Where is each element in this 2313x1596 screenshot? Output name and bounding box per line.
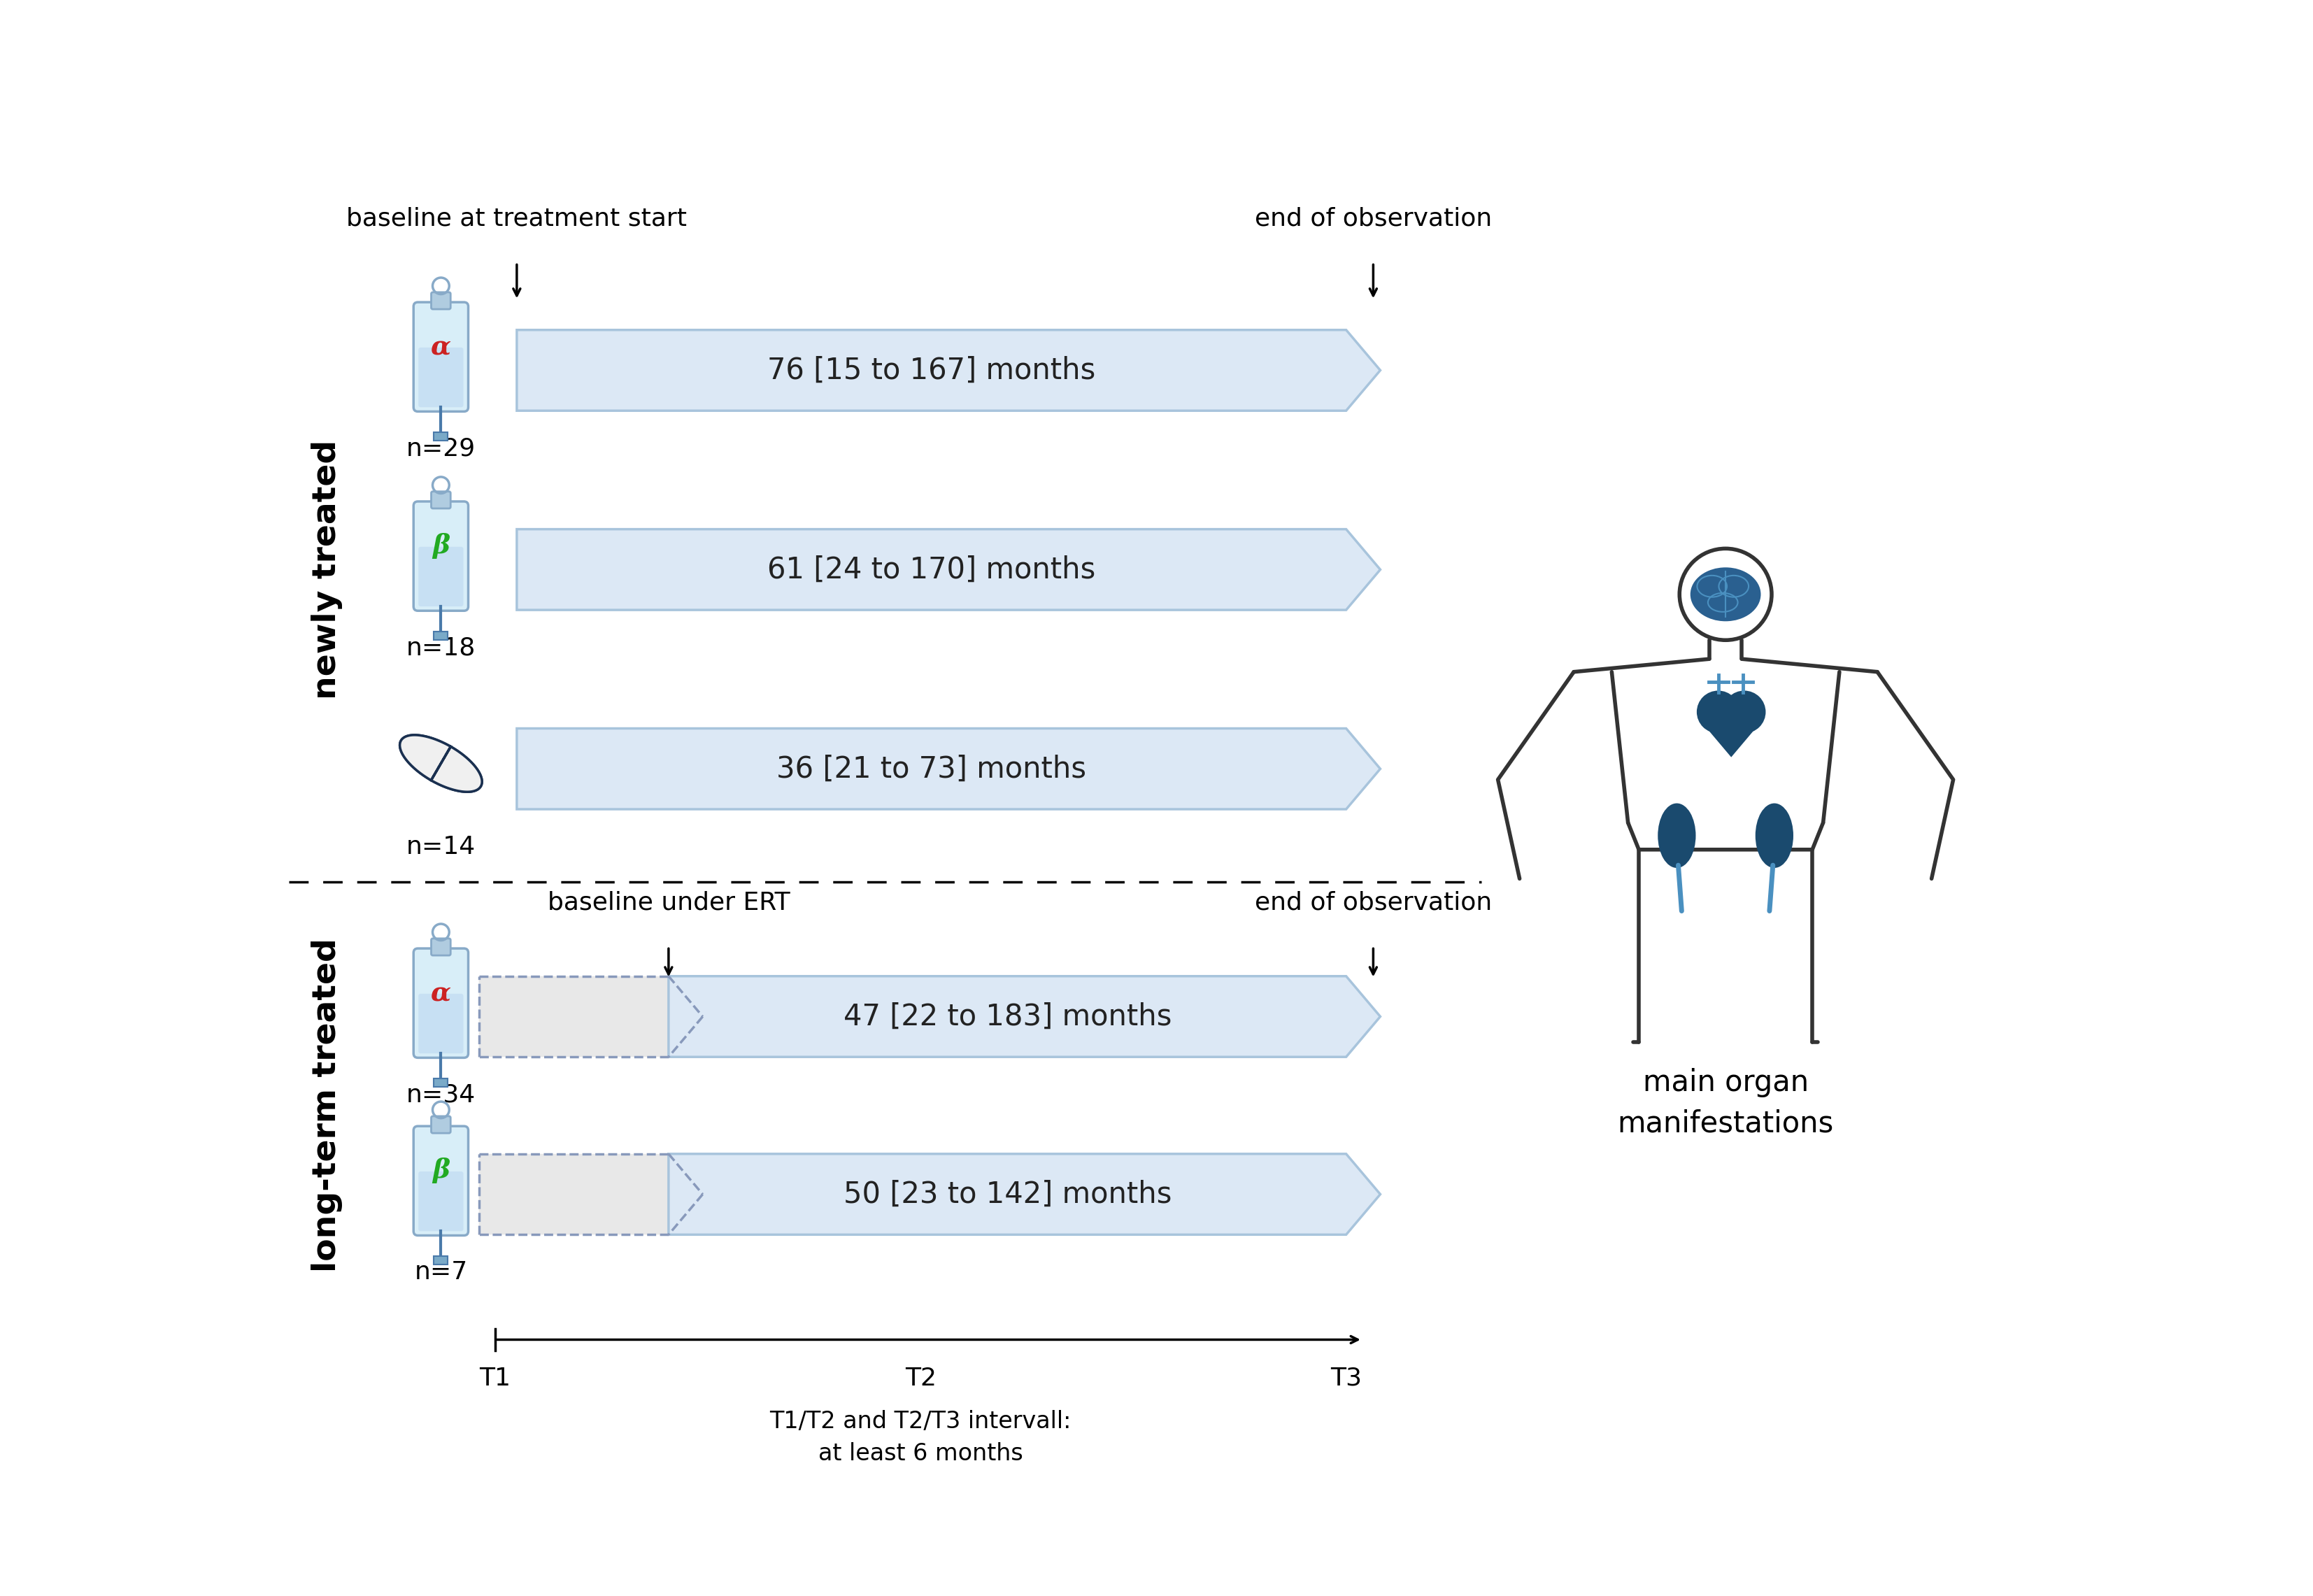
Ellipse shape — [1756, 803, 1793, 868]
Bar — [435, 1256, 449, 1264]
Text: β: β — [433, 533, 449, 559]
FancyBboxPatch shape — [419, 1171, 463, 1231]
Ellipse shape — [1658, 803, 1695, 868]
Text: β: β — [433, 1157, 449, 1184]
Text: T2: T2 — [904, 1366, 937, 1390]
Polygon shape — [400, 736, 481, 792]
Text: n=14: n=14 — [407, 835, 476, 859]
Text: 50 [23 to 142] months: 50 [23 to 142] months — [844, 1179, 1170, 1208]
FancyBboxPatch shape — [414, 1127, 467, 1235]
Text: T1: T1 — [479, 1366, 511, 1390]
Polygon shape — [516, 530, 1381, 610]
Text: T3: T3 — [1330, 1366, 1362, 1390]
Text: end of observation: end of observation — [1254, 891, 1492, 915]
Text: end of observation: end of observation — [1254, 206, 1492, 230]
FancyBboxPatch shape — [414, 948, 467, 1058]
FancyBboxPatch shape — [414, 302, 467, 412]
FancyBboxPatch shape — [419, 994, 463, 1053]
Text: main organ
manifestations: main organ manifestations — [1617, 1068, 1834, 1138]
Text: 76 [15 to 167] months: 76 [15 to 167] months — [768, 356, 1096, 385]
FancyBboxPatch shape — [419, 547, 463, 606]
Polygon shape — [516, 330, 1381, 410]
FancyBboxPatch shape — [414, 501, 467, 611]
Polygon shape — [400, 736, 481, 792]
Text: n=18: n=18 — [407, 635, 476, 659]
Circle shape — [1723, 691, 1765, 733]
Text: n=34: n=34 — [407, 1082, 476, 1106]
Polygon shape — [516, 728, 1381, 809]
Polygon shape — [479, 1154, 703, 1235]
Ellipse shape — [1691, 568, 1760, 621]
Text: α: α — [430, 980, 451, 1005]
Bar — [435, 1079, 449, 1087]
FancyBboxPatch shape — [430, 292, 451, 310]
Text: n=29: n=29 — [407, 437, 476, 460]
FancyBboxPatch shape — [419, 348, 463, 407]
Text: n=7: n=7 — [414, 1261, 467, 1285]
Text: baseline at treatment start: baseline at treatment start — [347, 206, 687, 230]
Text: 61 [24 to 170] months: 61 [24 to 170] months — [768, 555, 1096, 584]
Text: T1/T2 and T2/T3 intervall:
at least 6 months: T1/T2 and T2/T3 intervall: at least 6 mo… — [770, 1409, 1071, 1465]
Polygon shape — [668, 1154, 1381, 1235]
Circle shape — [1698, 691, 1739, 733]
FancyBboxPatch shape — [430, 1116, 451, 1133]
Text: 47 [22 to 183] months: 47 [22 to 183] months — [844, 1002, 1170, 1031]
Text: long-term treated: long-term treated — [312, 938, 342, 1272]
Text: α: α — [430, 334, 451, 359]
Text: 36 [21 to 73] months: 36 [21 to 73] months — [777, 755, 1087, 784]
Polygon shape — [1698, 717, 1765, 757]
Bar — [435, 433, 449, 440]
Bar — [435, 632, 449, 640]
FancyBboxPatch shape — [430, 938, 451, 956]
Text: baseline under ERT: baseline under ERT — [548, 891, 789, 915]
Polygon shape — [479, 977, 703, 1057]
FancyBboxPatch shape — [430, 492, 451, 509]
Text: newly treated: newly treated — [312, 440, 342, 699]
Polygon shape — [668, 977, 1381, 1057]
